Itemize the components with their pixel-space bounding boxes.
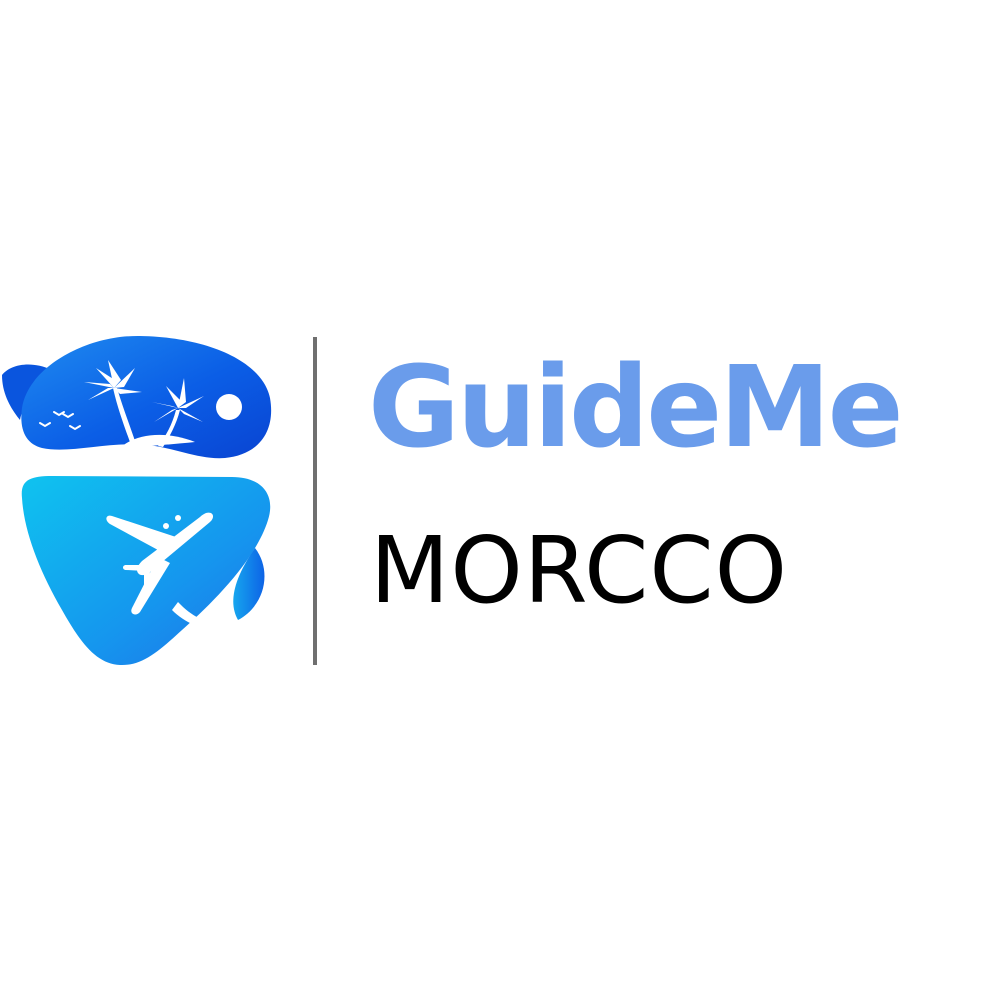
brand-name: GuideMe bbox=[368, 343, 904, 473]
travel-pin-icon bbox=[2, 335, 272, 666]
sun-icon bbox=[216, 394, 242, 420]
tail-swoosh bbox=[233, 548, 265, 620]
palm-tree-icon bbox=[84, 360, 204, 447]
divider-line bbox=[313, 337, 317, 665]
island bbox=[120, 434, 195, 448]
birds-icon bbox=[39, 411, 81, 431]
airplane-icon bbox=[106, 512, 244, 630]
brand-subtitle: MORCCO bbox=[370, 517, 789, 624]
pin-top bbox=[21, 335, 272, 459]
